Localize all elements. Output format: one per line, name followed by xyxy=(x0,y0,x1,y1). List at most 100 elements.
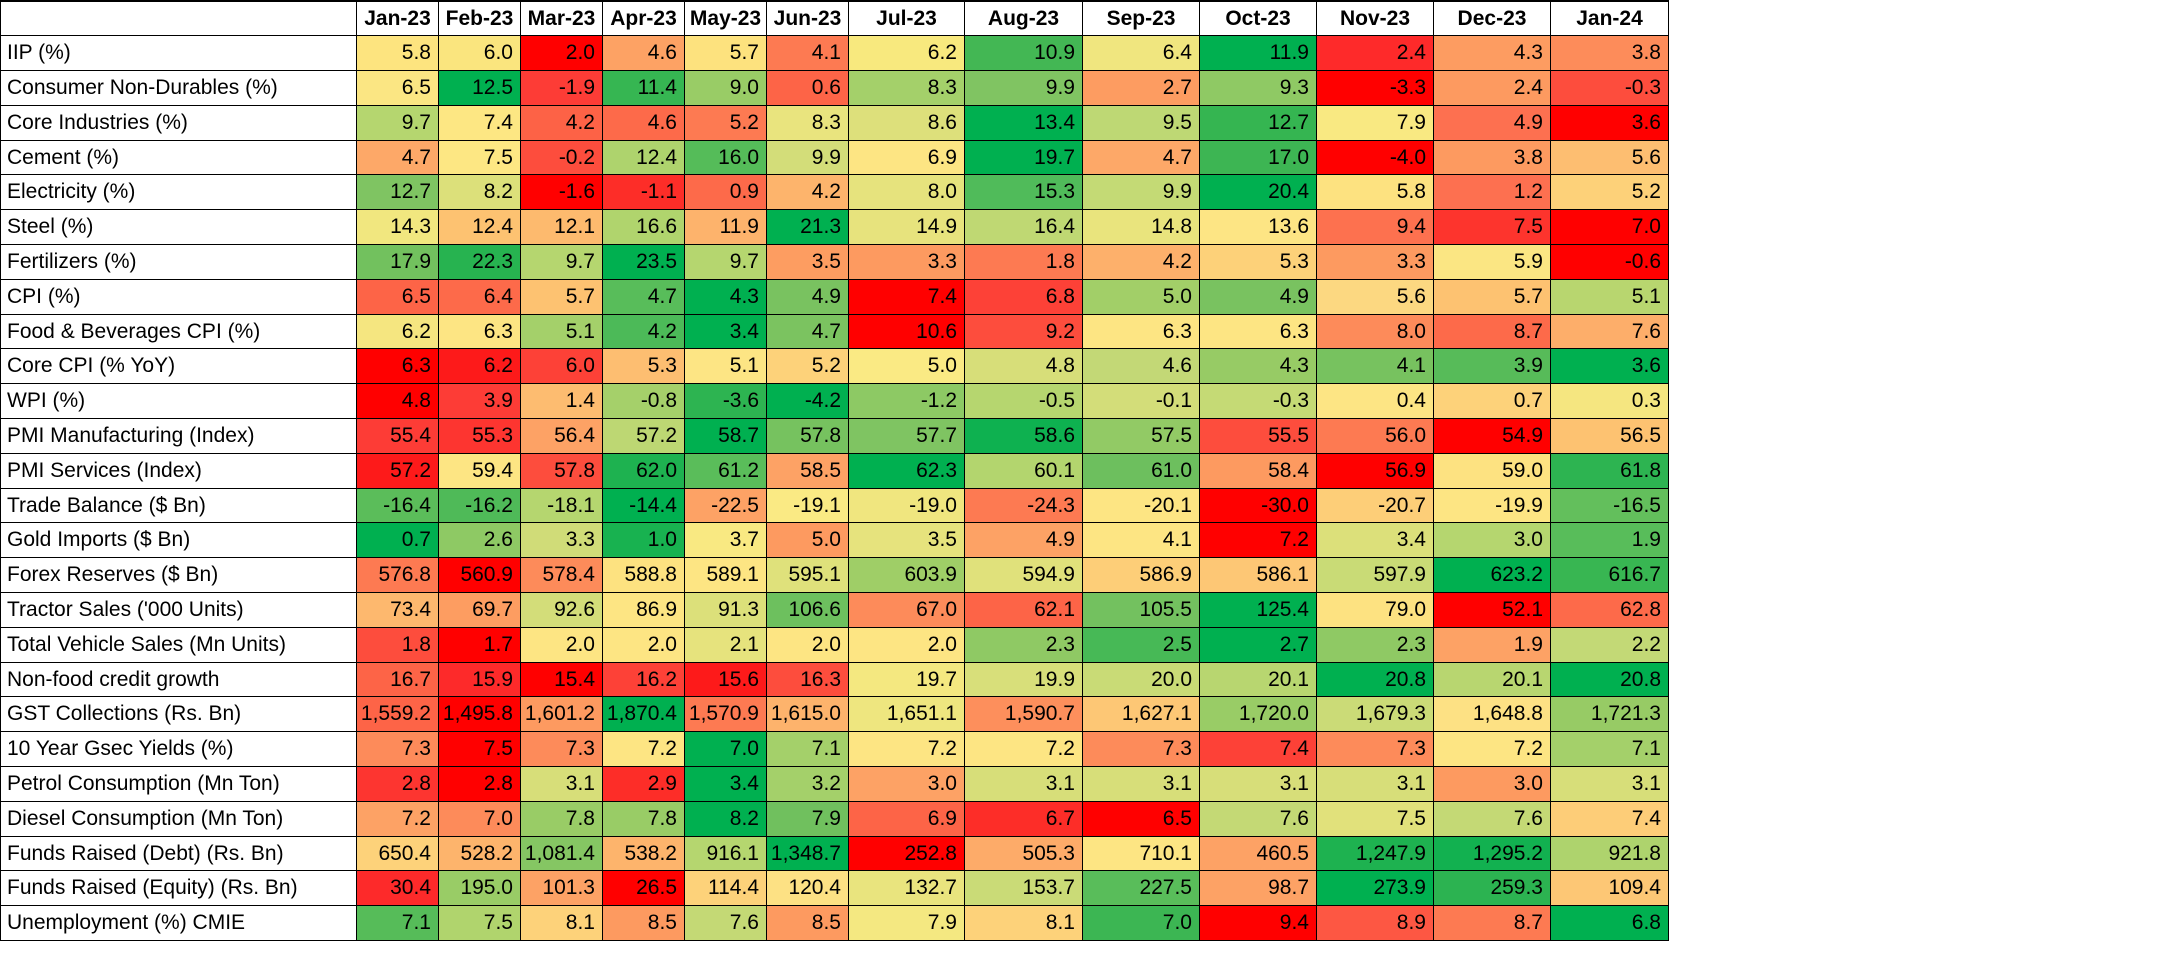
heatmap-cell: 7.5 xyxy=(1433,209,1551,246)
heatmap-cell: 4.1 xyxy=(1316,348,1434,385)
heatmap-cell: 7.6 xyxy=(1199,800,1317,837)
heatmap-cell: -0.5 xyxy=(964,383,1083,420)
heatmap-cell: -1.9 xyxy=(520,70,603,106)
heatmap-cell: 13.6 xyxy=(1199,209,1317,246)
heatmap-cell: 6.2 xyxy=(438,348,521,385)
heatmap-cell: 9.4 xyxy=(1199,905,1317,942)
heatmap-cell: 60.1 xyxy=(964,452,1083,489)
heatmap-cell: 4.1 xyxy=(1082,522,1200,559)
heatmap-cell: 4.8 xyxy=(356,383,439,420)
heatmap-cell: 3.8 xyxy=(1433,139,1551,176)
heatmap-cell: 1,295.2 xyxy=(1433,835,1551,872)
heatmap-cell: 4.2 xyxy=(1082,244,1200,280)
heatmap-cell: 7.3 xyxy=(520,731,603,768)
column-header: Jun-23 xyxy=(766,0,849,37)
heatmap-cell: 61.2 xyxy=(684,452,767,489)
heatmap-cell: 2.0 xyxy=(766,626,849,663)
heatmap-cell: 62.0 xyxy=(602,452,685,489)
heatmap-cell: 597.9 xyxy=(1316,557,1434,594)
heatmap-cell: 73.4 xyxy=(356,592,439,628)
heatmap-cell: 7.4 xyxy=(848,278,965,315)
heatmap-cell: 6.5 xyxy=(356,278,439,315)
heatmap-cell: -1.6 xyxy=(520,174,603,211)
heatmap-cell: 58.5 xyxy=(766,452,849,489)
heatmap-cell: -19.0 xyxy=(848,487,965,524)
heatmap-cell: 2.4 xyxy=(1316,35,1434,72)
heatmap-cell: 3.4 xyxy=(1316,522,1434,559)
heatmap-cell: -14.4 xyxy=(602,487,685,524)
heatmap-cell: 153.7 xyxy=(964,870,1083,907)
heatmap-cell: 3.5 xyxy=(766,244,849,280)
heatmap-cell: -1.2 xyxy=(848,383,965,420)
heatmap-cell: 7.6 xyxy=(684,905,767,942)
heatmap-cell: 4.6 xyxy=(602,35,685,72)
table-row: Total Vehicle Sales (Mn Units) 1.8 1.7 2.0 2… xyxy=(0,626,1669,663)
heatmap-cell: 1,495.8 xyxy=(438,696,521,733)
heatmap-cell: 6.3 xyxy=(1199,313,1317,350)
heatmap-cell: 4.3 xyxy=(1199,348,1317,385)
heatmap-cell: 7.0 xyxy=(684,731,767,768)
heatmap-cell: 916.1 xyxy=(684,835,767,872)
heatmap-cell: 57.5 xyxy=(1082,418,1200,454)
heatmap-cell: 5.1 xyxy=(520,313,603,350)
heatmap-cell: 22.3 xyxy=(438,244,521,280)
heatmap-cell: 9.9 xyxy=(1082,174,1200,211)
heatmap-cell: 17.0 xyxy=(1199,139,1317,176)
row-label: 10 Year Gsec Yields (%) xyxy=(0,731,357,768)
table-row: Steel (%) 14.3 12.4 12.1 16.6 11.9 21.3 14.9 16.… xyxy=(0,209,1669,246)
row-label: Core Industries (%) xyxy=(0,104,357,141)
row-label: Trade Balance ($ Bn) xyxy=(0,487,357,524)
table-row: IIP (%) 5.8 6.0 2.0 4.6 5.7 4.1 6.2 10.9 6.4 11.9 2… xyxy=(0,35,1669,72)
heatmap-cell: 3.7 xyxy=(684,522,767,559)
heatmap-cell: 4.1 xyxy=(766,35,849,72)
heatmap-cell: 5.0 xyxy=(848,348,965,385)
column-header: Feb-23 xyxy=(438,0,521,37)
heatmap-cell: 7.6 xyxy=(1550,313,1669,350)
heatmap-cell: -19.1 xyxy=(766,487,849,524)
heatmap-cell: 56.5 xyxy=(1550,418,1669,454)
heatmap-cell: 3.3 xyxy=(520,522,603,559)
heatmap-cell: 650.4 xyxy=(356,835,439,872)
heatmap-cell: 3.1 xyxy=(1082,766,1200,802)
heatmap-cell: 8.3 xyxy=(766,104,849,141)
heatmap-cell: 3.6 xyxy=(1550,104,1669,141)
row-label: PMI Manufacturing (Index) xyxy=(0,418,357,454)
heatmap-cell: 17.9 xyxy=(356,244,439,280)
heatmap-cell: 7.8 xyxy=(520,800,603,837)
heatmap-cell: 586.1 xyxy=(1199,557,1317,594)
heatmap-cell: -16.5 xyxy=(1550,487,1669,524)
column-header: Jan-23 xyxy=(356,0,439,37)
heatmap-cell: 62.3 xyxy=(848,452,965,489)
heatmap-cell: 603.9 xyxy=(848,557,965,594)
heatmap-cell: 3.5 xyxy=(848,522,965,559)
row-label: Diesel Consumption (Mn Ton) xyxy=(0,800,357,837)
heatmap-cell: 15.4 xyxy=(520,661,603,698)
heatmap-cell: 16.0 xyxy=(684,139,767,176)
heatmap-cell: 61.0 xyxy=(1082,452,1200,489)
heatmap-cell: 195.0 xyxy=(438,870,521,907)
row-label: Consumer Non-Durables (%) xyxy=(0,70,357,106)
heatmap-cell: 505.3 xyxy=(964,835,1083,872)
heatmap-cell: 8.1 xyxy=(520,905,603,942)
heatmap-cell: 6.0 xyxy=(520,348,603,385)
heatmap-cell: 4.2 xyxy=(602,313,685,350)
heatmap-cell: 4.9 xyxy=(1199,278,1317,315)
heatmap-cell: 595.1 xyxy=(766,557,849,594)
heatmap-cell: 12.7 xyxy=(356,174,439,211)
row-label: Tractor Sales ('000 Units) xyxy=(0,592,357,628)
column-header: Mar-23 xyxy=(520,0,603,37)
heatmap-cell: 7.2 xyxy=(964,731,1083,768)
heatmap-cell: 7.1 xyxy=(766,731,849,768)
heatmap-cell: 59.0 xyxy=(1433,452,1551,489)
heatmap-cell: 56.9 xyxy=(1316,452,1434,489)
table-row: Cement (%) 4.7 7.5 -0.2 12.4 16.0 9.9 6.9 19.7 4.… xyxy=(0,139,1669,176)
row-label: Food & Beverages CPI (%) xyxy=(0,313,357,350)
heatmap-cell: 12.4 xyxy=(602,139,685,176)
heatmap-cell: 11.9 xyxy=(1199,35,1317,72)
heatmap-cell: 7.0 xyxy=(1082,905,1200,942)
heatmap-cell: 20.1 xyxy=(1433,661,1551,698)
column-header: Aug-23 xyxy=(964,0,1083,37)
heatmap-cell: 15.6 xyxy=(684,661,767,698)
heatmap-cell: 1.8 xyxy=(964,244,1083,280)
heatmap-cell: 15.9 xyxy=(438,661,521,698)
